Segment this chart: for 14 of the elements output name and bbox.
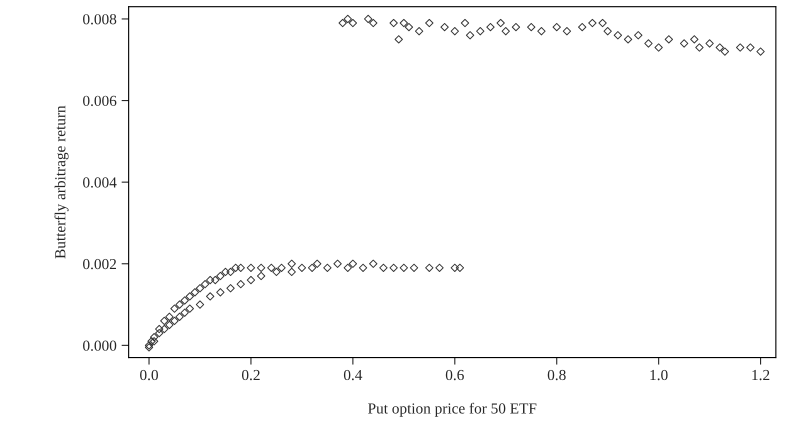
x-tick-label: 1.2	[752, 370, 770, 380]
x-tick-label: 0.2	[242, 370, 260, 380]
x-tick-label: 0.4	[344, 370, 362, 380]
y-tick-label: 0.008	[83, 14, 116, 24]
x-tick-label: 0.8	[548, 370, 566, 380]
y-tick-label: 0.002	[83, 258, 116, 270]
y-axis-title: Butterfly arbitrage return	[54, 106, 69, 258]
y-tick-label: 0.000	[83, 340, 116, 351]
x-axis-title: Put option price for 50 ETF	[368, 402, 536, 417]
x-tick-label: 0.0	[140, 370, 158, 380]
x-tick-label: 1.0	[650, 370, 668, 380]
x-tick-label: 0.6	[446, 370, 464, 380]
y-tick-label: 0.004	[83, 177, 117, 188]
y-tick-label: 0.006	[83, 96, 116, 106]
